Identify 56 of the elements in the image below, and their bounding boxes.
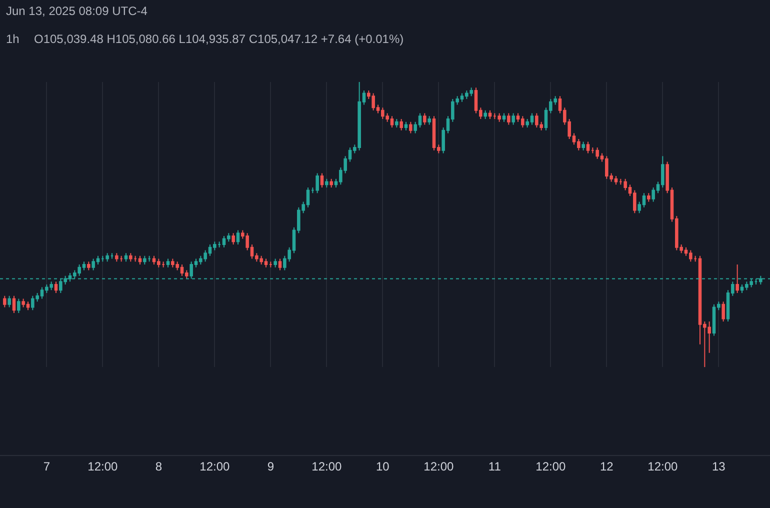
x-tick-label: 12:00 bbox=[88, 459, 118, 474]
candlestick bbox=[143, 255, 146, 265]
candlestick bbox=[586, 141, 590, 154]
candlestick bbox=[404, 121, 408, 131]
candlestick bbox=[138, 255, 142, 265]
x-tick-label: 12:00 bbox=[200, 459, 230, 474]
x-tick-label: 12:00 bbox=[648, 459, 678, 474]
candlestick bbox=[106, 252, 109, 262]
x-tick-label: 8 bbox=[155, 459, 162, 474]
x-tick-label: 12:00 bbox=[424, 459, 454, 474]
candlestick bbox=[316, 172, 319, 194]
candlestick bbox=[423, 112, 426, 126]
candlestick bbox=[325, 178, 328, 188]
candlestick bbox=[8, 295, 11, 308]
candlestick bbox=[507, 112, 510, 126]
x-tick-label: 10 bbox=[376, 459, 390, 474]
text: O105,039.48 H105,080.66 L104,935.87 C105,047.12 +7.64 (+0.01%) bbox=[34, 32, 404, 46]
x-tick-label: 11 bbox=[488, 459, 502, 474]
candlestick bbox=[110, 252, 114, 260]
x-tick-label: 12:00 bbox=[312, 459, 342, 474]
candlestick bbox=[269, 261, 272, 268]
candlestick bbox=[428, 116, 431, 126]
candlestick bbox=[115, 252, 118, 262]
x-tick-label: 9 bbox=[267, 459, 274, 474]
candlestick bbox=[722, 301, 725, 322]
candlestick bbox=[512, 112, 515, 126]
candlestick bbox=[400, 118, 403, 131]
candlestick bbox=[395, 118, 398, 128]
candlestick bbox=[124, 252, 128, 262]
candlestick bbox=[236, 230, 240, 246]
x-tick-label: 12:00 bbox=[536, 459, 566, 474]
candlestick bbox=[278, 258, 282, 271]
candlestick bbox=[87, 261, 90, 271]
candlestick bbox=[502, 112, 506, 122]
text: Jun 13, 2025 08:09 UTC-4 bbox=[6, 4, 148, 18]
candlestick bbox=[17, 298, 20, 314]
candlestick bbox=[129, 252, 132, 262]
candlestick bbox=[54, 281, 58, 294]
candlestick bbox=[12, 295, 16, 314]
candlestick bbox=[274, 258, 277, 268]
x-tick-label: 7 bbox=[43, 459, 50, 474]
candlestick bbox=[232, 232, 235, 246]
candlestick bbox=[409, 121, 412, 134]
candlestick bbox=[736, 264, 739, 294]
candlestick bbox=[498, 112, 501, 122]
candlestick bbox=[3, 295, 6, 308]
candlestick bbox=[488, 110, 492, 120]
x-tick-label: 12 bbox=[600, 459, 614, 474]
candlestick bbox=[582, 141, 585, 151]
x-tick-label: 13 bbox=[712, 459, 726, 474]
candlestick bbox=[330, 178, 333, 188]
candlestick bbox=[166, 258, 170, 268]
candlestick bbox=[647, 192, 650, 202]
text: 1h bbox=[6, 32, 20, 46]
candlestick bbox=[320, 172, 324, 188]
candlestick bbox=[484, 110, 487, 120]
